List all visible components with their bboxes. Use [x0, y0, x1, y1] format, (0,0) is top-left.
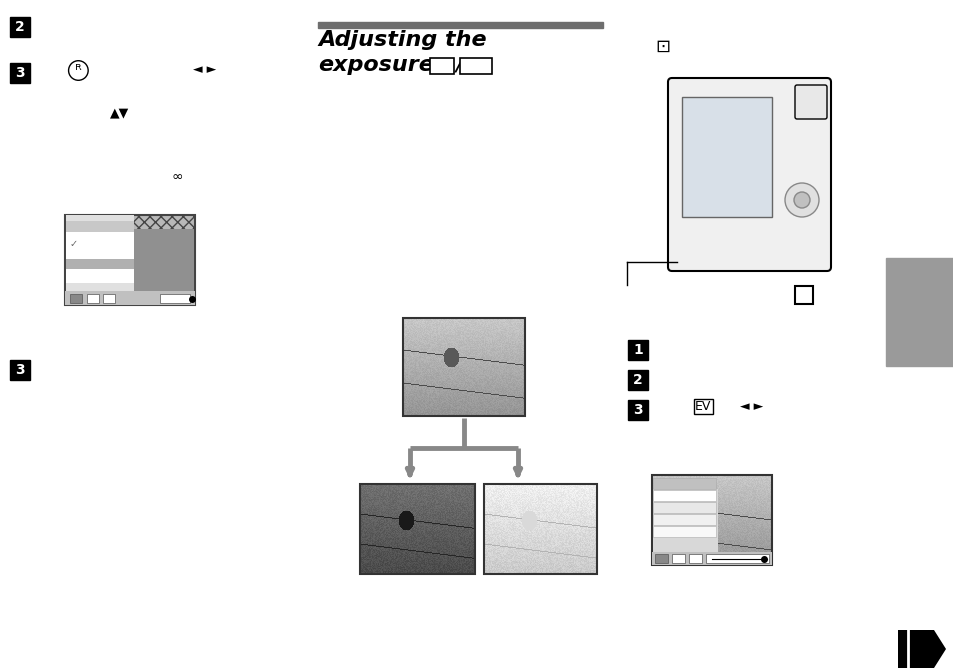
Bar — [133, 229, 193, 305]
Bar — [627, 340, 647, 360]
FancyBboxPatch shape — [667, 78, 830, 271]
Bar — [681, 97, 771, 217]
Bar — [671, 554, 684, 563]
Bar — [317, 22, 602, 28]
Text: 3: 3 — [633, 403, 642, 417]
Bar — [627, 400, 647, 420]
Bar — [66, 221, 133, 233]
Bar — [66, 215, 133, 305]
Text: 2: 2 — [633, 373, 642, 387]
Text: exposure: exposure — [317, 55, 434, 75]
Bar — [103, 294, 115, 303]
Bar — [65, 291, 194, 305]
Text: EV: EV — [695, 400, 711, 413]
Text: 3: 3 — [15, 363, 25, 377]
Text: ᴿ: ᴿ — [75, 63, 82, 78]
Bar — [160, 294, 190, 303]
Text: ∞: ∞ — [172, 170, 183, 184]
Bar — [66, 232, 133, 245]
Bar — [652, 502, 716, 513]
Bar — [10, 63, 30, 83]
Bar — [66, 245, 133, 283]
Polygon shape — [897, 630, 945, 668]
Text: ◄ ►: ◄ ► — [740, 400, 762, 413]
Text: ◄ ►: ◄ ► — [193, 63, 216, 76]
Bar — [359, 484, 475, 574]
Bar — [652, 514, 716, 525]
Bar — [430, 58, 454, 74]
Bar — [66, 259, 133, 269]
Text: 1: 1 — [633, 343, 642, 357]
Bar — [655, 554, 667, 563]
Bar — [70, 294, 82, 303]
Text: ⊡: ⊡ — [655, 38, 669, 56]
Bar — [402, 318, 524, 416]
Bar — [885, 258, 953, 366]
Bar — [688, 554, 701, 563]
Bar — [10, 17, 30, 37]
Text: 2: 2 — [15, 20, 25, 34]
Bar — [651, 475, 771, 565]
Circle shape — [784, 183, 818, 217]
Text: ▲▼: ▲▼ — [110, 106, 129, 119]
Bar — [627, 370, 647, 390]
Bar — [705, 554, 768, 563]
Text: Adjusting the: Adjusting the — [317, 30, 486, 50]
Circle shape — [793, 192, 809, 208]
Bar — [652, 490, 716, 501]
Bar — [483, 484, 597, 574]
Bar — [652, 489, 718, 565]
Bar — [65, 215, 194, 305]
Bar — [651, 552, 771, 565]
Text: 3: 3 — [15, 66, 25, 80]
FancyBboxPatch shape — [794, 85, 826, 119]
Bar — [10, 360, 30, 380]
Text: /: / — [456, 57, 462, 75]
Bar — [459, 58, 492, 74]
Bar — [652, 478, 716, 489]
Bar — [87, 294, 99, 303]
Bar — [652, 526, 716, 537]
Bar — [794, 286, 812, 304]
Text: ✓: ✓ — [70, 239, 78, 249]
